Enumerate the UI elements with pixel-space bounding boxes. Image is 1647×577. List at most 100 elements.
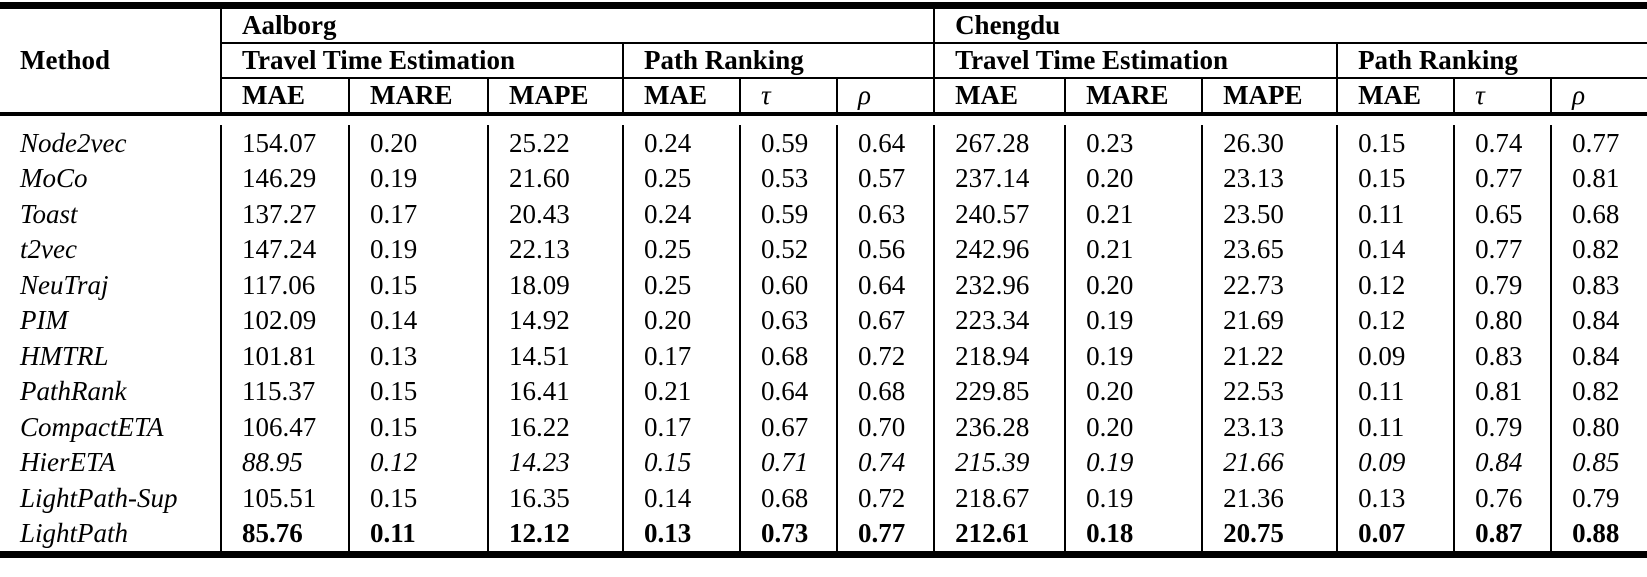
metric-value: 0.72 xyxy=(835,338,935,374)
metric-value: 0.13 xyxy=(348,338,488,374)
metric-value: 0.63 xyxy=(739,302,837,338)
metric-value: 22.53 xyxy=(1201,373,1338,409)
metric-value: 21.69 xyxy=(1201,302,1338,338)
metric-value: 0.64 xyxy=(835,267,935,303)
metric-value: 0.87 xyxy=(1453,515,1552,555)
metric-value: 16.41 xyxy=(487,373,623,409)
metric-value: 0.64 xyxy=(835,125,935,161)
metric-value: 0.79 xyxy=(1550,480,1647,516)
data-row: HMTRL 101.81 0.13 14.51 0.17 0.68 0.72 218.94 0.… xyxy=(0,338,1647,374)
metric-value: 0.56 xyxy=(835,231,935,267)
metric-value: 0.25 xyxy=(622,160,740,196)
metric-value: 0.74 xyxy=(1453,125,1552,161)
method-name: Node2vec xyxy=(20,127,127,158)
metric-value: 0.59 xyxy=(739,196,837,232)
metric-value: 18.09 xyxy=(487,267,623,303)
metric-value: 0.17 xyxy=(348,196,488,232)
metric-value: 0.67 xyxy=(835,302,935,338)
metric-value: 0.81 xyxy=(1550,160,1647,196)
metric-value: 0.88 xyxy=(1550,515,1647,555)
metric-value: 85.76 xyxy=(220,515,349,555)
metric-value: 26.30 xyxy=(1201,125,1338,161)
metric-value: 0.80 xyxy=(1453,302,1552,338)
task-header: Path Ranking xyxy=(1336,43,1647,79)
method-name: t2vec xyxy=(20,234,77,265)
metric-value: 0.85 xyxy=(1550,444,1647,480)
data-row: Node2vec 154.07 0.20 25.22 0.24 0.59 0.64 267.2… xyxy=(0,125,1647,161)
metric-value: 0.12 xyxy=(1336,302,1455,338)
metric-value: 242.96 xyxy=(933,231,1066,267)
metric-value: 0.19 xyxy=(348,231,488,267)
dataset-header: Aalborg xyxy=(219,5,935,44)
data-row: t2vec 147.24 0.19 22.13 0.25 0.52 0.56 242.96 0.… xyxy=(0,231,1647,267)
metric-header: MAE xyxy=(1336,78,1455,116)
metric-value: 20.43 xyxy=(487,196,623,232)
data-row: PIM 102.09 0.14 14.92 0.20 0.63 0.67 223.34 0.19… xyxy=(0,302,1647,338)
metric-value: 22.73 xyxy=(1201,267,1338,303)
method-header: Method xyxy=(0,5,221,116)
metric-value: 0.12 xyxy=(348,444,488,480)
method-name: HierETA xyxy=(20,447,116,478)
metric-value: 0.68 xyxy=(739,338,837,374)
data-row: MoCo 146.29 0.19 21.60 0.25 0.53 0.57 237.14 0.2… xyxy=(0,160,1647,196)
task-header: Travel Time Estimation xyxy=(220,43,623,79)
metric-value: 0.20 xyxy=(1064,409,1203,445)
results-table: Method Aalborg Chengdu Travel Time Estimati… xyxy=(0,2,1647,558)
metric-value: 0.72 xyxy=(835,480,935,516)
metric-value: 0.13 xyxy=(622,515,740,555)
metric-value: 154.07 xyxy=(220,125,349,161)
metric-value: 0.64 xyxy=(739,373,837,409)
metric-value: 0.25 xyxy=(622,267,740,303)
metric-value: 0.19 xyxy=(1064,302,1203,338)
metric-value: 0.25 xyxy=(622,231,740,267)
metric-value: 16.22 xyxy=(487,409,623,445)
metric-value: 21.22 xyxy=(1201,338,1338,374)
metric-value: 215.39 xyxy=(933,444,1066,480)
metric-value: 0.81 xyxy=(1453,373,1552,409)
metric-value: 106.47 xyxy=(220,409,349,445)
metric-value: 0.15 xyxy=(1336,160,1455,196)
metric-value: 0.79 xyxy=(1453,267,1552,303)
metric-value: 23.13 xyxy=(1201,409,1338,445)
table-header: Method Aalborg Chengdu Travel Time Estimati… xyxy=(0,5,1647,116)
metric-value: 102.09 xyxy=(220,302,349,338)
task-header: Travel Time Estimation xyxy=(933,43,1338,79)
metric-value: 0.23 xyxy=(1064,125,1203,161)
method-name: HMTRL xyxy=(20,340,109,371)
metric-value: 0.15 xyxy=(348,409,488,445)
metric-value: 0.79 xyxy=(1453,409,1552,445)
metric-value: 223.34 xyxy=(933,302,1066,338)
method-name: LightPath-Sup xyxy=(20,482,178,513)
metric-header: ρ xyxy=(1550,78,1647,116)
metric-value: 21.36 xyxy=(1201,480,1338,516)
metric-value: 236.28 xyxy=(933,409,1066,445)
data-row: LightPath 85.76 0.11 12.12 0.13 0.73 0.77 212.6… xyxy=(0,515,1647,555)
metric-value: 0.07 xyxy=(1336,515,1455,555)
metric-value: 0.74 xyxy=(835,444,935,480)
metric-value: 0.84 xyxy=(1453,444,1552,480)
metric-value: 0.68 xyxy=(835,373,935,409)
metric-value: 0.13 xyxy=(1336,480,1455,516)
metric-header: τ xyxy=(739,78,837,116)
metric-value: 0.77 xyxy=(835,515,935,555)
metric-value: 232.96 xyxy=(933,267,1066,303)
metric-header: MAE xyxy=(220,78,349,116)
metric-header: ρ xyxy=(835,78,935,116)
metric-value: 0.70 xyxy=(835,409,935,445)
metric-value: 0.09 xyxy=(1336,444,1455,480)
metric-header: MARE xyxy=(348,78,488,116)
metric-value: 0.65 xyxy=(1453,196,1552,232)
metric-header: MAE xyxy=(622,78,740,116)
metric-value: 0.57 xyxy=(835,160,935,196)
metric-value: 0.15 xyxy=(1336,125,1455,161)
metric-value: 0.21 xyxy=(1064,231,1203,267)
metric-value: 0.21 xyxy=(622,373,740,409)
metric-header: MAPE xyxy=(487,78,623,116)
metric-value: 0.14 xyxy=(348,302,488,338)
metric-value: 105.51 xyxy=(220,480,349,516)
metric-value: 0.83 xyxy=(1550,267,1647,303)
metric-value: 117.06 xyxy=(220,267,349,303)
metric-value: 0.82 xyxy=(1550,373,1647,409)
metric-value: 0.82 xyxy=(1550,231,1647,267)
metric-value: 0.20 xyxy=(348,125,488,161)
